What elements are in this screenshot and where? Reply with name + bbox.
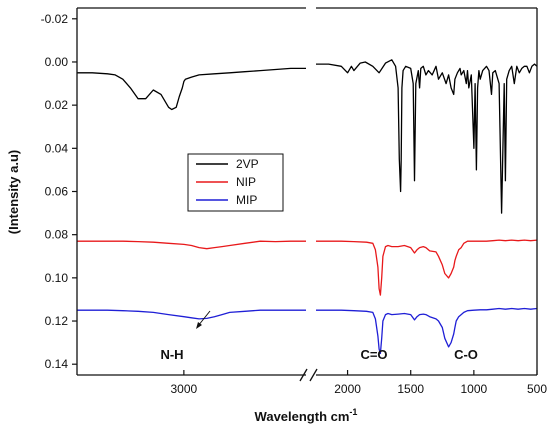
annotation-c-o-double: C=O xyxy=(360,347,387,362)
series-line-2vp-high xyxy=(77,67,306,111)
y-tick-label: 0.06 xyxy=(45,185,69,199)
y-tick-label: 0.08 xyxy=(45,228,69,242)
series-line-nip-high xyxy=(77,240,306,250)
y-axis-label: (Intensity a.u) xyxy=(6,150,21,235)
axis-break-slash-1 xyxy=(299,368,308,382)
axis-break-slash-2 xyxy=(309,368,318,382)
y-tick-label: -0.02 xyxy=(41,12,69,26)
x-tick-label: 500 xyxy=(527,382,547,396)
x-axis-label-superscript: -1 xyxy=(349,407,357,417)
x-tick-label: 1000 xyxy=(461,382,488,396)
x-tick-label: 2000 xyxy=(334,382,361,396)
legend: 2VP NIP MIP xyxy=(187,153,284,212)
x-axis-label-text: Wavelength cm xyxy=(255,409,350,424)
y-tick-label: 0.14 xyxy=(45,357,69,371)
annotation-c-o-single: C-O xyxy=(454,347,478,362)
legend-label-mip: MIP xyxy=(236,193,257,207)
series-layer xyxy=(77,59,538,355)
series-line-mip-high xyxy=(77,309,306,320)
series-line-mip-low xyxy=(316,307,538,355)
x-tick-label: 3000 xyxy=(171,382,198,396)
annotations: N-H C=O C-O xyxy=(160,310,478,362)
series-line-nip-low xyxy=(316,239,538,296)
y-axis: -0.02 0.00 0.02 0.04 0.06 0.08 0.10 0.12 0.14 xyxy=(41,12,77,371)
legend-label-2vp: 2VP xyxy=(236,157,259,171)
y-tick-label: 0.10 xyxy=(45,271,69,285)
axis-break-marker xyxy=(299,368,318,382)
annotation-n-h: N-H xyxy=(160,347,183,362)
x-tick-label: 1500 xyxy=(397,382,424,396)
y-tick-label: 0.12 xyxy=(45,314,69,328)
legend-label-nip: NIP xyxy=(236,175,256,189)
x-axis: 3000 2000 1500 1000 500 xyxy=(171,370,547,396)
y-tick-label: 0.00 xyxy=(45,55,69,69)
annotation-n-h-arrowhead xyxy=(196,322,202,329)
x-axis-label: Wavelength cm-1 xyxy=(255,407,358,424)
y-tick-label: 0.04 xyxy=(45,141,69,155)
series-line-2vp-low xyxy=(316,59,538,214)
y-tick-label: 0.02 xyxy=(45,98,69,112)
